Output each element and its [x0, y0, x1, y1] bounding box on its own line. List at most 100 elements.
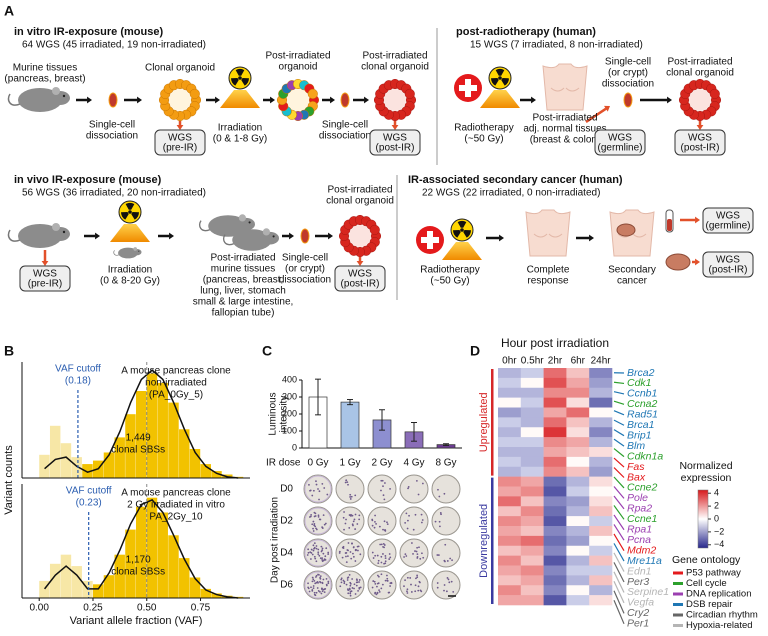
colony-dot	[321, 588, 323, 590]
radiation-beam	[110, 224, 150, 242]
wgs-label: (post-IR)	[681, 143, 720, 154]
colony-dot	[349, 496, 351, 498]
heatmap-cell	[566, 467, 589, 477]
legend-label: Circadian rhythm	[686, 610, 758, 621]
heatmap-cell	[521, 378, 544, 388]
colony-dot	[345, 523, 347, 525]
colony-dot	[389, 557, 391, 559]
colony-dot	[382, 529, 384, 531]
colony-dot	[314, 512, 316, 514]
colony-dot	[377, 575, 379, 577]
colony-dot	[326, 494, 328, 496]
colony-dot	[419, 558, 421, 560]
colony-dot	[307, 582, 309, 584]
colony-dot	[309, 591, 311, 593]
step-label: Complete	[527, 265, 570, 276]
colony-dot	[308, 552, 310, 554]
colony-dot	[349, 574, 351, 576]
dissociated-cell	[624, 93, 632, 107]
colony-dot	[356, 585, 358, 587]
colony-dot	[357, 550, 359, 552]
heatmap-cell	[589, 566, 612, 576]
colony-dot	[355, 593, 357, 595]
step-label: murine tissues	[211, 264, 275, 275]
organoid-lumen	[689, 89, 711, 111]
radiation-center	[128, 210, 132, 214]
heatmap-cell	[544, 427, 567, 437]
wgs-label: (germline)	[705, 221, 750, 232]
heatmap-cell	[544, 487, 567, 497]
colony-dot	[349, 588, 351, 590]
heatmap-cell	[544, 467, 567, 477]
colony-dot	[358, 545, 360, 547]
bar	[341, 402, 359, 448]
heatmap-cell	[544, 556, 567, 566]
legend-label: DSB repair	[686, 599, 732, 610]
colony-dot	[320, 546, 322, 548]
colony-dot	[421, 522, 423, 524]
count-label: clonal SBSs	[111, 445, 165, 456]
step-label: Single-cell	[89, 120, 135, 131]
panel-label: B	[4, 343, 14, 359]
colony-dot	[435, 521, 437, 523]
arrow-head	[364, 97, 369, 104]
colony-dot	[382, 480, 384, 482]
gene-connector	[614, 449, 624, 457]
colony-dot	[420, 590, 422, 592]
heatmap-cell	[498, 506, 521, 516]
colony-dot	[405, 555, 407, 557]
colony-dot	[380, 556, 382, 558]
organoid-cell	[370, 225, 380, 235]
colony-dot	[347, 484, 349, 486]
colony-dot	[386, 578, 388, 580]
heatmap-cell	[589, 467, 612, 477]
organoid-cell	[308, 89, 318, 99]
colony-dot	[307, 548, 309, 550]
well-image	[432, 539, 460, 567]
colony-dot	[309, 551, 311, 553]
colony-dot	[384, 482, 386, 484]
heatmap-cell	[589, 536, 612, 546]
mouse-ear	[133, 247, 137, 251]
gene-connector	[614, 581, 624, 603]
heatmap-cell	[521, 457, 544, 467]
heatmap-cell	[589, 546, 612, 556]
colony-dot	[378, 589, 380, 591]
heatmap-cell	[566, 457, 589, 467]
heatmap-cell	[566, 388, 589, 398]
colony-dot	[374, 581, 376, 583]
colony-dot	[374, 593, 376, 595]
tumor-icon	[666, 254, 690, 270]
colony-dot	[343, 517, 345, 519]
histogram-bar	[114, 437, 124, 478]
heatmap-cell	[498, 526, 521, 536]
heatmap-cell	[566, 516, 589, 526]
colony-dot	[316, 548, 318, 550]
heatmap-cell	[521, 546, 544, 556]
arrow-head	[697, 125, 704, 130]
colony-dot	[406, 590, 408, 592]
colony-dot	[324, 558, 326, 560]
colony-dot	[416, 576, 418, 578]
colony-dot	[352, 553, 354, 555]
colony-dot	[376, 586, 378, 588]
gene-connector	[614, 392, 624, 394]
section-subtitle: 22 WGS (22 irradiated, 0 non-irradiated)	[422, 188, 600, 199]
annotation: (PA_0Gy_5)	[149, 390, 203, 401]
heatmap-cell	[498, 427, 521, 437]
heatmap-cell	[544, 437, 567, 447]
gene-connector	[614, 487, 624, 499]
colony-dot	[449, 558, 451, 560]
colony-dot	[322, 553, 324, 555]
colony-dot	[322, 560, 324, 562]
radiation-center	[238, 76, 242, 80]
colony-dot	[343, 511, 345, 513]
legend-label: Cell cycle	[686, 578, 727, 589]
colony-dot	[409, 577, 411, 579]
heatmap-cell	[521, 496, 544, 506]
colony-dot	[389, 582, 391, 584]
colony-dot	[451, 559, 453, 561]
colony-dot	[314, 582, 316, 584]
step-label: organoid	[279, 62, 318, 73]
histogram-bar	[168, 403, 178, 478]
